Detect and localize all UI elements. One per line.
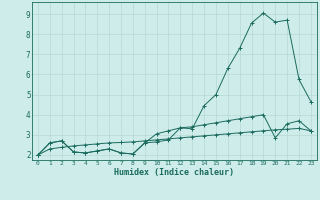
X-axis label: Humidex (Indice chaleur): Humidex (Indice chaleur): [115, 168, 234, 177]
